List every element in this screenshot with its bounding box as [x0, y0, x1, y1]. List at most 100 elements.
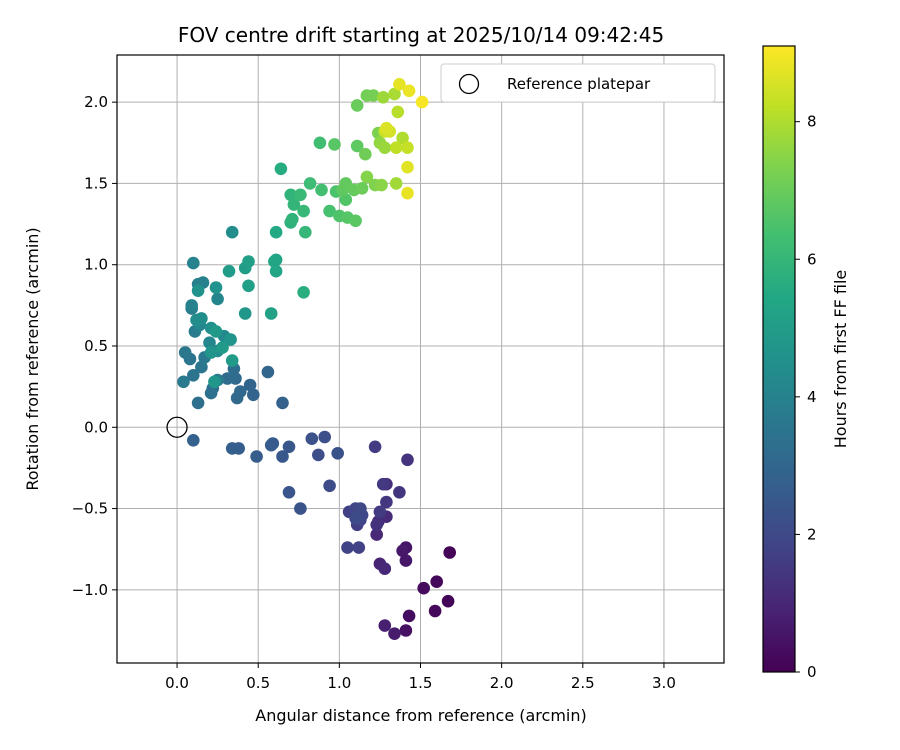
scatter-point: [396, 544, 409, 558]
scatter-point: [284, 188, 298, 202]
scatter-point: [204, 386, 218, 400]
x-tick-label: 0.5: [246, 674, 270, 692]
scatter-point: [204, 346, 218, 359]
scatter-point: [250, 450, 263, 463]
colorbar-tick-label: 2: [807, 525, 817, 543]
scatter-point: [341, 541, 354, 554]
scatter-point: [225, 354, 239, 367]
scatter-point: [242, 279, 255, 293]
scatter-point: [370, 518, 384, 532]
scatter-point: [350, 139, 364, 153]
colorbar-tick-label: 8: [807, 113, 817, 131]
y-tick-label: 0.5: [84, 337, 108, 355]
scatter-point: [294, 502, 307, 515]
scatter-point: [399, 554, 413, 567]
scatter-point: [389, 141, 403, 154]
scatter-point: [430, 575, 444, 588]
scatter-point: [177, 375, 190, 389]
scatter-point: [264, 438, 278, 452]
scatter-point: [401, 160, 414, 174]
y-axis-ticks: −1.0 −0.5 0.0 0.5 1.0 1.5 2.0: [72, 93, 117, 599]
scatter-point: [187, 256, 200, 270]
scatter-point: [370, 528, 384, 541]
scatter-point: [282, 440, 296, 454]
scatter-point: [401, 141, 414, 154]
scatter-point: [359, 147, 372, 161]
scatter-point: [303, 177, 317, 190]
scatter-point: [378, 619, 392, 632]
scatter-point: [318, 430, 332, 444]
scatter-point: [208, 375, 221, 389]
scatter-point: [222, 264, 236, 278]
scatter-point: [294, 188, 307, 202]
scatter-point: [187, 434, 200, 447]
scatter-point: [243, 378, 257, 392]
scatter-point: [203, 336, 216, 350]
scatter-point: [401, 453, 414, 467]
scatter-point: [396, 131, 409, 145]
scatter-point: [191, 284, 205, 298]
x-axis-label: Angular distance from reference (arcmin): [255, 706, 586, 725]
colorbar-label: Hours from first FF file: [831, 270, 850, 449]
scatter-point: [312, 448, 325, 462]
legend-marker-icon: [458, 73, 480, 95]
legend: Reference platepar: [440, 63, 716, 103]
scatter-point: [441, 594, 455, 608]
scatter-point: [286, 212, 299, 226]
chart-title: FOV centre drift starting at 2025/10/14 …: [178, 23, 664, 47]
scatter-point: [305, 432, 319, 446]
scatter-point: [274, 162, 288, 176]
scatter-point: [191, 396, 205, 410]
scatter-point: [380, 121, 393, 135]
scatter-point: [373, 505, 387, 519]
scatter-point: [268, 255, 281, 268]
scatter-points: [177, 78, 457, 640]
x-tick-label: 0.0: [165, 674, 189, 692]
scatter-point: [225, 225, 239, 239]
scatter-point: [339, 193, 353, 206]
scatter-point: [376, 91, 390, 104]
scatter-point: [299, 225, 312, 239]
x-tick-label: 2.5: [571, 674, 595, 692]
scatter-point: [315, 183, 328, 197]
scatter-point: [389, 177, 403, 190]
scatter-point: [428, 604, 442, 618]
y-tick-label: 1.5: [84, 174, 108, 192]
scatter-point: [443, 546, 457, 559]
colorbar: [762, 45, 796, 673]
scatter-point: [238, 307, 252, 320]
scatter-point: [328, 138, 341, 151]
scatter-point: [417, 581, 431, 595]
colorbar-tick-label: 0: [807, 663, 817, 681]
scatter-point: [269, 225, 283, 239]
scatter-point: [282, 486, 296, 499]
scatter-point: [352, 541, 366, 554]
scatter-point: [216, 341, 229, 354]
x-tick-label: 1.5: [409, 674, 433, 692]
scatter-point: [399, 624, 413, 637]
scatter-point: [276, 450, 289, 463]
y-axis-label: Rotation from reference (arcmin): [23, 227, 42, 490]
scatter-point: [355, 182, 369, 195]
x-tick-label: 2.0: [490, 674, 514, 692]
scatter-point: [391, 105, 405, 119]
scatter-point: [378, 141, 392, 154]
scatter-point: [388, 87, 401, 101]
scatter-point: [415, 95, 429, 109]
colorbar-tick-label: 4: [807, 388, 817, 406]
scatter-point: [247, 388, 260, 402]
scatter-point: [393, 78, 406, 91]
scatter-point: [331, 447, 345, 460]
scatter-point: [297, 204, 310, 218]
scatter-point: [349, 512, 362, 525]
y-tick-label: 0.0: [84, 418, 108, 436]
scatter-point: [195, 312, 208, 325]
scatter-point: [313, 136, 327, 150]
scatter-point: [211, 292, 224, 306]
scatter-point: [261, 365, 275, 379]
scatter-point: [209, 325, 223, 338]
scatter-point: [230, 391, 244, 405]
scatter-point: [402, 609, 416, 623]
scatter-point: [242, 255, 255, 268]
